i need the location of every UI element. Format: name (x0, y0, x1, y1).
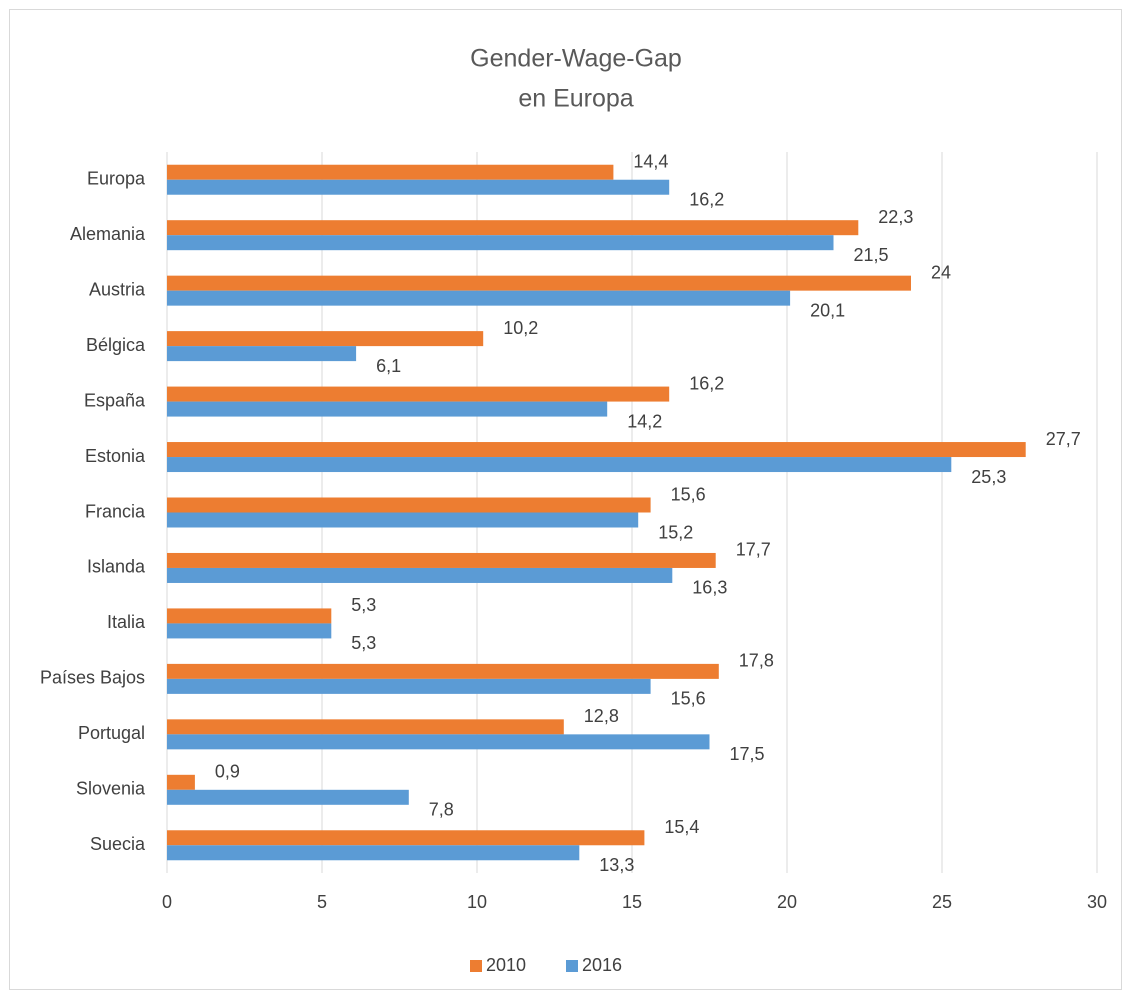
y-tick-label: Francia (85, 501, 146, 521)
y-tick-label: Suecia (90, 834, 146, 854)
y-tick-label: Estonia (85, 446, 146, 466)
legend-label: 2016 (582, 955, 622, 975)
legend-label: 2010 (486, 955, 526, 975)
data-label: 16,2 (689, 373, 724, 393)
data-label: 12,8 (584, 706, 619, 726)
data-label: 14,4 (633, 151, 668, 171)
data-label: 16,2 (689, 189, 724, 209)
y-tick-label: España (84, 390, 146, 410)
bar (167, 608, 332, 624)
y-tick-label: Bélgica (86, 335, 146, 355)
bar (167, 457, 952, 473)
bar (167, 401, 608, 417)
data-label: 6,1 (376, 356, 401, 376)
x-tick-label: 25 (932, 892, 952, 912)
data-label: 15,4 (664, 817, 699, 837)
data-label: 22,3 (878, 207, 913, 227)
bar (167, 845, 580, 861)
data-label: 15,2 (658, 522, 693, 542)
data-label: 13,3 (599, 855, 634, 875)
data-label: 17,5 (730, 744, 765, 764)
data-label: 15,6 (671, 689, 706, 709)
bar (167, 220, 859, 236)
bar (167, 179, 670, 195)
bar (167, 678, 651, 694)
x-tick-label: 20 (777, 892, 797, 912)
bar (167, 331, 484, 347)
x-tick-label: 5 (317, 892, 327, 912)
bar (167, 663, 719, 679)
data-label: 24 (931, 262, 951, 282)
data-label: 20,1 (810, 300, 845, 320)
y-tick-label: Austria (89, 279, 146, 299)
data-label: 27,7 (1046, 429, 1081, 449)
data-label: 7,8 (429, 800, 454, 820)
bar (167, 830, 645, 846)
data-label: 17,8 (739, 651, 774, 671)
data-label: 5,3 (351, 595, 376, 615)
bar (167, 623, 332, 639)
y-tick-label: Alemania (70, 224, 146, 244)
bar (167, 442, 1026, 458)
bar (167, 235, 834, 251)
bar (167, 497, 651, 513)
x-tick-label: 15 (622, 892, 642, 912)
bar (167, 386, 670, 402)
x-tick-label: 30 (1087, 892, 1107, 912)
y-tick-label: Europa (87, 168, 146, 188)
bar (167, 552, 716, 568)
data-label: 14,2 (627, 411, 662, 431)
bar (167, 774, 195, 790)
y-tick-label: Portugal (78, 723, 145, 743)
chart-title: Gender-Wage-Gap (470, 45, 682, 73)
y-tick-label: Slovenia (76, 779, 146, 799)
bar (167, 567, 673, 583)
data-label: 15,6 (671, 484, 706, 504)
data-label: 10,2 (503, 318, 538, 338)
legend-swatch (566, 960, 578, 972)
y-tick-label: Países Bajos (40, 668, 145, 688)
data-label: 25,3 (971, 467, 1006, 487)
y-tick-label: Islanda (87, 557, 146, 577)
legend-swatch (470, 960, 482, 972)
data-label: 5,3 (351, 633, 376, 653)
bar (167, 346, 357, 362)
bar (167, 789, 409, 805)
bar (167, 734, 710, 750)
data-label: 0,9 (215, 762, 240, 782)
bar (167, 164, 614, 180)
x-tick-label: 10 (467, 892, 487, 912)
data-label: 17,7 (736, 540, 771, 560)
bar (167, 719, 564, 735)
x-tick-label: 0 (162, 892, 172, 912)
bar (167, 512, 639, 528)
y-tick-label: Italia (107, 612, 146, 632)
bar (167, 275, 911, 291)
data-label: 21,5 (854, 245, 889, 265)
data-label: 16,3 (692, 578, 727, 598)
chart-subtitle: en Europa (518, 85, 633, 113)
bar (167, 290, 791, 306)
